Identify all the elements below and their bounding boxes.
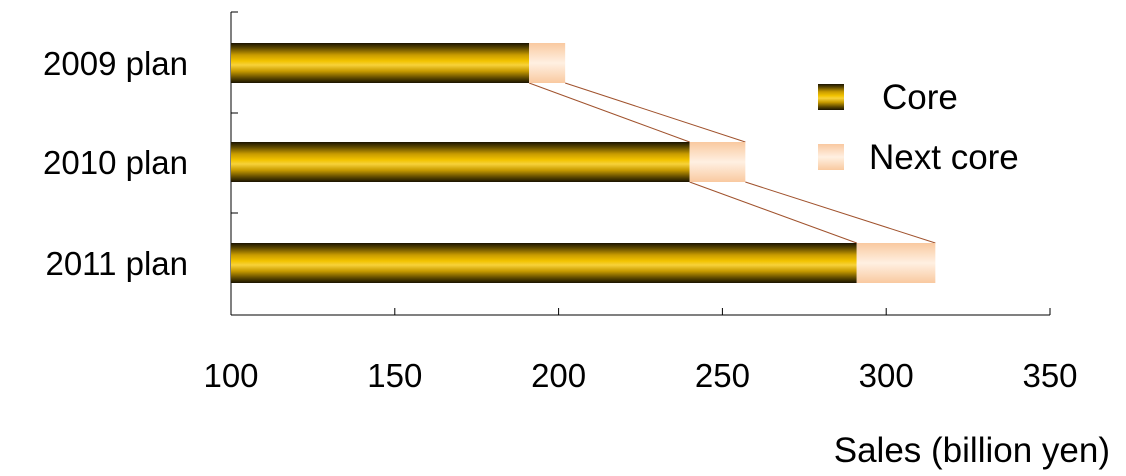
bar-core <box>231 142 690 182</box>
connector-line <box>745 181 936 244</box>
x-tick-label: 100 <box>203 357 258 394</box>
x-axis-label: Sales (billion yen) <box>834 431 1110 470</box>
bar-next-core <box>529 43 566 83</box>
y-tick-label: 2009 plan <box>43 45 188 82</box>
bar-core <box>231 43 530 83</box>
connector-lines <box>528 82 936 244</box>
bars <box>231 43 936 283</box>
legend-swatch <box>818 84 844 110</box>
connector-line <box>689 181 857 244</box>
connector-line <box>528 82 690 143</box>
bar-next-core <box>856 243 936 283</box>
bar-next-core <box>689 142 746 182</box>
legend-label: Core <box>882 78 958 117</box>
connector-line <box>564 82 746 143</box>
tick-labels: 2009 plan 2010 plan 2011 plan 100 150 200 250 3… <box>43 45 1078 394</box>
x-tick-label: 250 <box>695 357 750 394</box>
x-tick-label: 200 <box>531 357 586 394</box>
legend: Core Next core <box>818 78 1019 177</box>
x-tick-label: 150 <box>367 357 422 394</box>
y-tick-label: 2010 plan <box>43 144 188 181</box>
legend-label: Next core <box>869 138 1019 177</box>
bar-core <box>231 243 857 283</box>
x-tick-label: 300 <box>859 357 914 394</box>
legend-swatch <box>818 144 844 170</box>
y-tick-label: 2011 plan <box>45 245 188 282</box>
x-tick-label: 350 <box>1022 357 1077 394</box>
